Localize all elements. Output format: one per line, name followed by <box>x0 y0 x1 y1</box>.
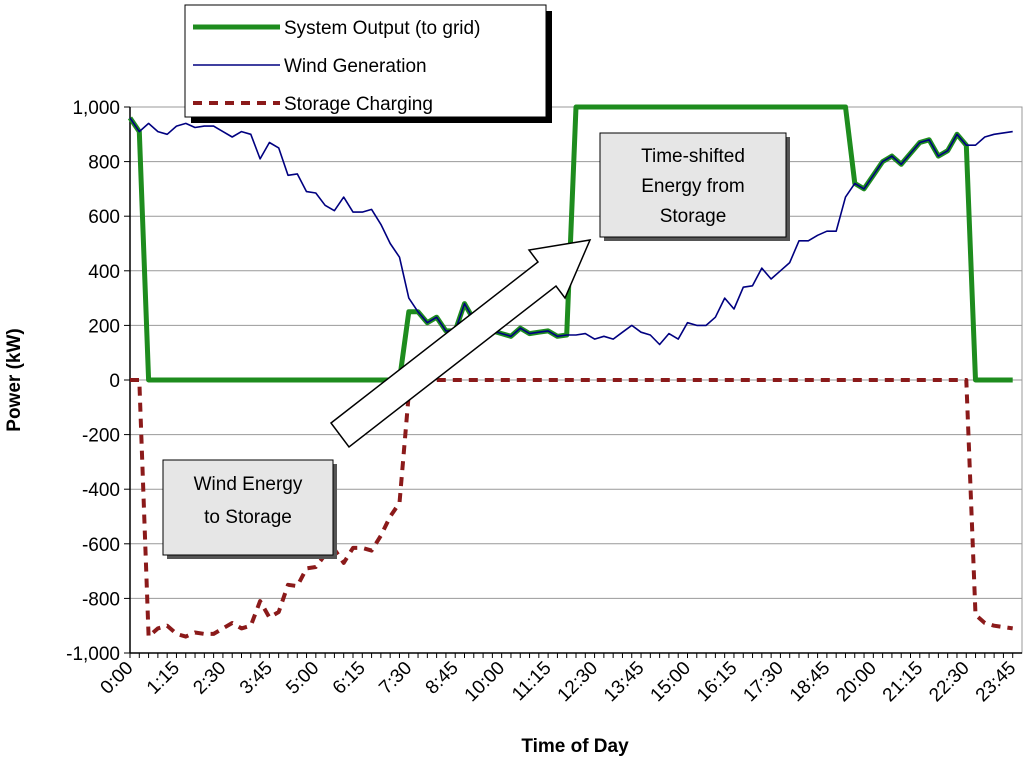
x-tick-label: 15:00 <box>647 658 695 706</box>
x-tick-label: 23:45 <box>972 658 1020 706</box>
x-tick-label: 8:45 <box>422 658 463 699</box>
y-tick-label: -1,000 <box>66 644 120 665</box>
x-axis-title: Time of Day <box>521 736 629 757</box>
x-tick-label: 11:15 <box>508 658 555 705</box>
annotation-text: Energy from <box>641 176 744 197</box>
annotation-text: Storage <box>660 206 727 227</box>
x-tick-label: 13:45 <box>600 658 648 706</box>
x-tick-label: 10:00 <box>461 658 509 706</box>
legend-entries: System Output (to grid) Wind Generation St… <box>193 18 480 115</box>
x-tick-label: 7:30 <box>375 658 416 699</box>
x-tick-label: 16:15 <box>693 658 741 706</box>
arrow <box>329 239 592 449</box>
series-lines <box>127 104 1013 639</box>
legend-label: System Output (to grid) <box>284 18 480 39</box>
annotation-text: Time-shifted <box>641 146 745 167</box>
x-tick-label: 21:15 <box>879 658 927 706</box>
y-tick-label: 1,000 <box>72 98 120 119</box>
legend-label: Storage Charging <box>284 94 433 115</box>
annotation-text: Wind Energy <box>194 474 303 495</box>
series-line <box>129 117 1013 346</box>
y-tick-label: -600 <box>82 535 120 556</box>
x-tick-label: 2:30 <box>189 658 230 699</box>
y-tick-label: 400 <box>88 262 120 283</box>
y-tick-label: -800 <box>82 589 120 610</box>
y-tick-label: 600 <box>88 207 120 228</box>
y-tick-label: -200 <box>82 426 120 447</box>
y-ticks: -1,000 -800 -600 -400 -200 0 200 400 600 800 1,000 <box>66 98 130 665</box>
x-tick-label: 18:45 <box>786 658 834 706</box>
x-tick-label: 5:00 <box>282 658 323 699</box>
x-tick-label: 3:45 <box>236 658 277 699</box>
legend <box>184 4 547 118</box>
legend-label: Wind Generation <box>284 56 427 77</box>
annotation-box <box>162 459 334 556</box>
x-tick-label: 1:15 <box>143 658 184 699</box>
x-ticks: 0:00 1:15 2:30 3:45 5:00 6:15 7:30 8:4510:0011:… <box>97 653 1020 706</box>
y-tick-label: -400 <box>82 480 120 501</box>
x-tick-label: 20:00 <box>832 658 880 706</box>
y-tick-label: 200 <box>88 316 120 337</box>
series-line <box>130 378 1013 639</box>
y-axis-title: Power (kW) <box>4 328 25 431</box>
annotation-box <box>599 132 787 238</box>
x-tick-label: 6:15 <box>329 658 370 699</box>
x-tick-label: 22:30 <box>925 658 973 706</box>
y-tick-label: 0 <box>109 371 120 392</box>
annotation-text: to Storage <box>204 507 292 528</box>
x-tick-label: 12:30 <box>554 658 602 706</box>
x-tick-label: 17:30 <box>739 658 787 706</box>
y-tick-label: 800 <box>88 153 120 174</box>
